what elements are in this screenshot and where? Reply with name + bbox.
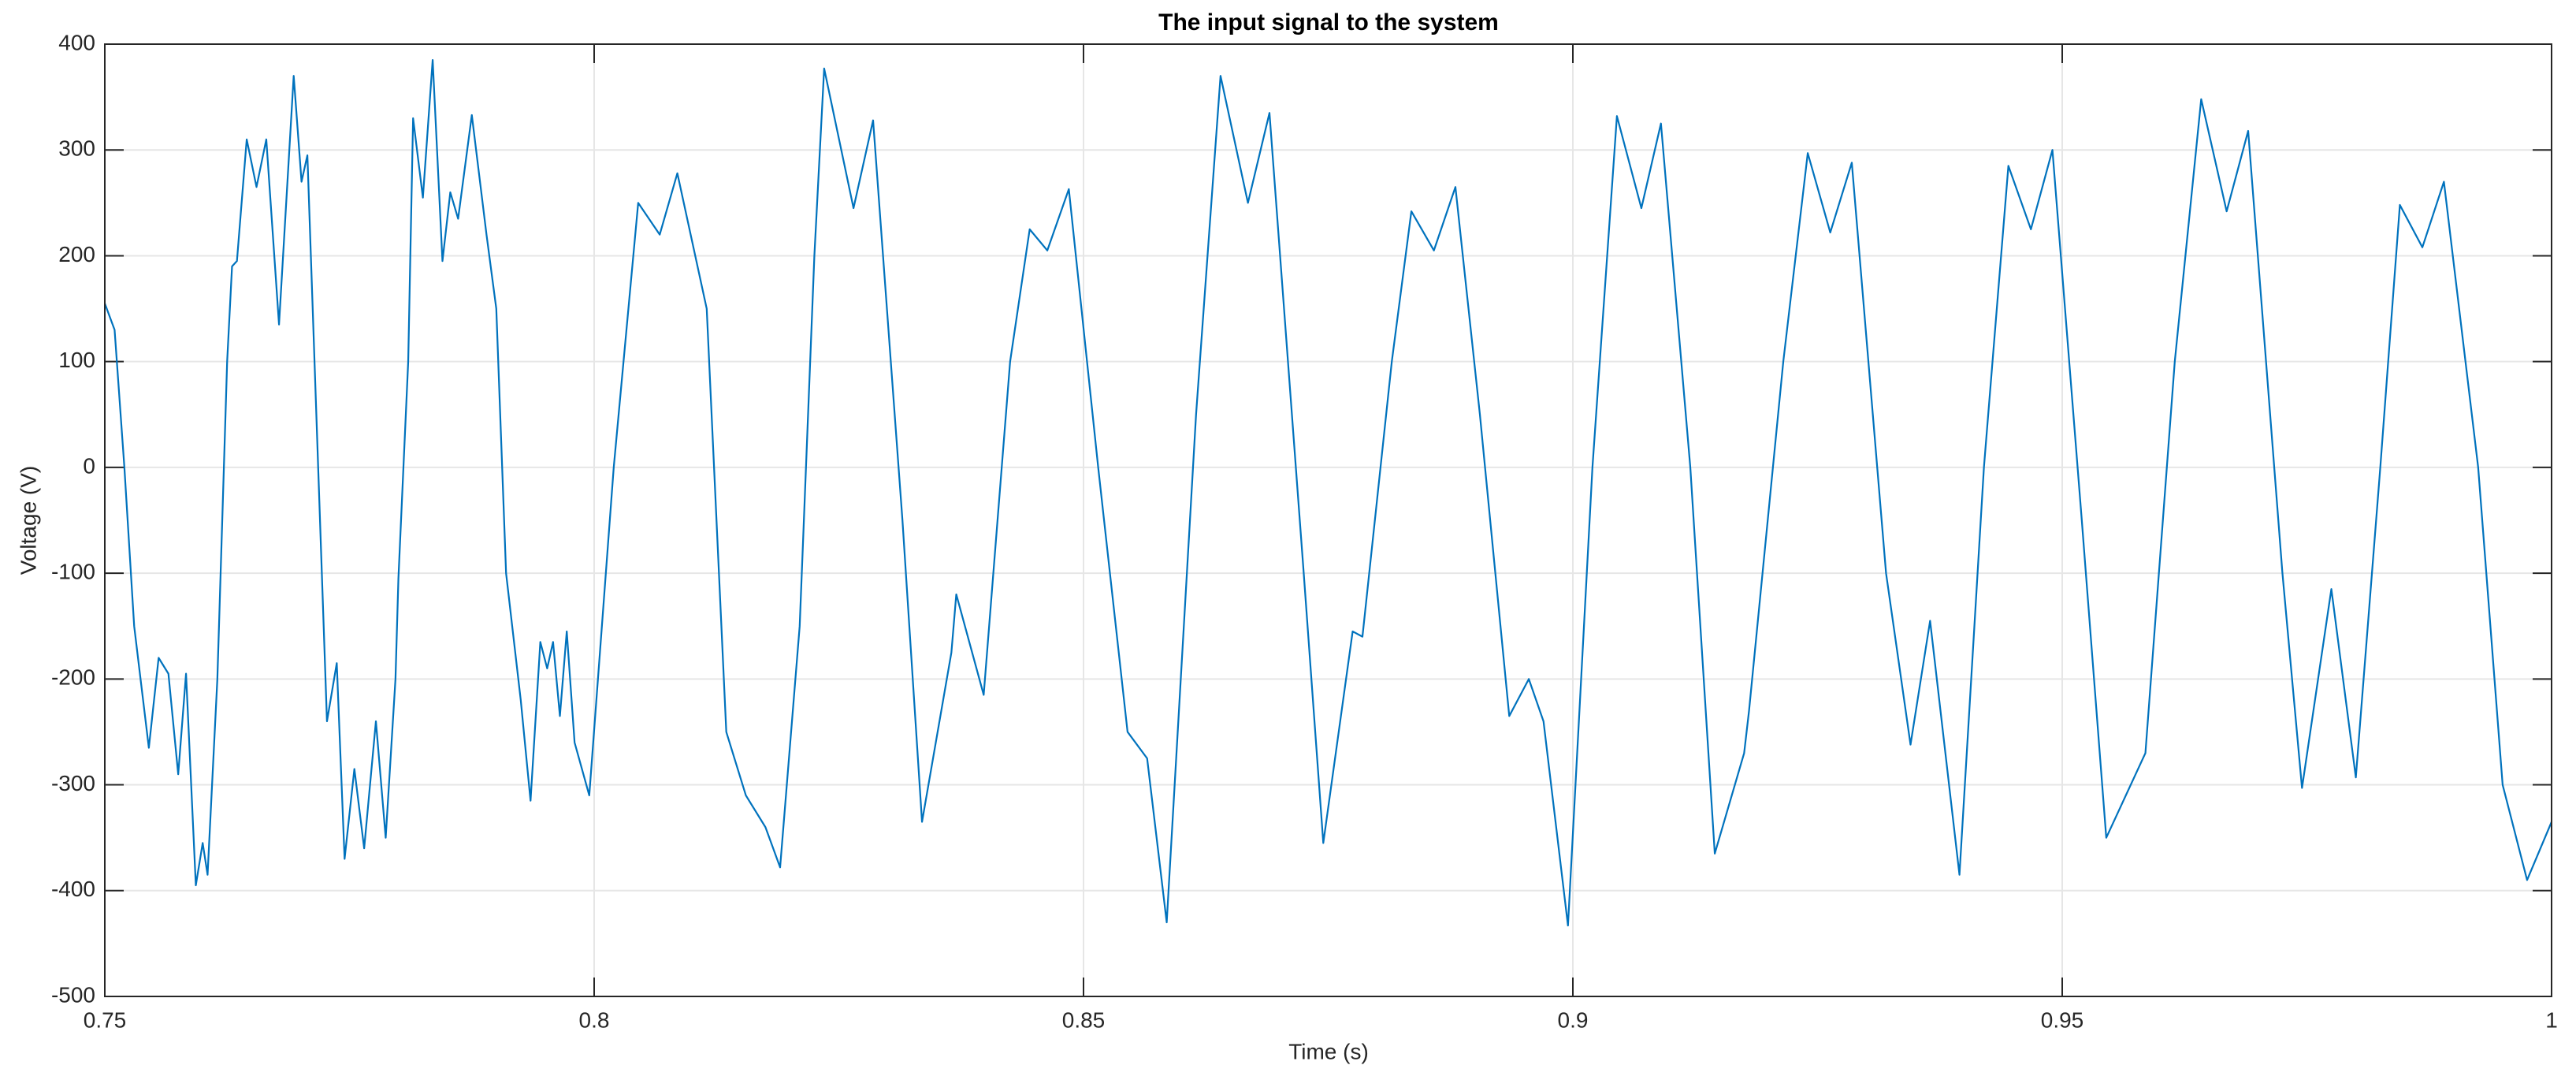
x-tick-label: 1 [2545, 1007, 2558, 1032]
chart-title: The input signal to the system [1158, 9, 1499, 35]
x-tick-label: 0.85 [1062, 1007, 1106, 1032]
x-tick-label: 0.95 [2041, 1007, 2084, 1032]
y-tick-label: 400 [58, 30, 95, 54]
plot-frame [104, 43, 2552, 997]
y-tick-label: -300 [51, 771, 95, 795]
y-tick-label: -200 [51, 665, 95, 690]
y-tick-label: -100 [51, 560, 95, 584]
x-tick-label: 0.8 [579, 1007, 610, 1032]
signal-line [103, 59, 2553, 927]
y-tick-label: -400 [51, 877, 95, 901]
x-axis-label: Time (s) [1288, 1039, 1369, 1063]
y-axis-label: Voltage (V) [16, 466, 40, 575]
y-tick-label: 300 [58, 136, 95, 161]
y-tick-label: 100 [58, 348, 95, 372]
y-tick-label: 200 [58, 242, 95, 266]
y-tick-label: -500 [51, 982, 95, 1007]
y-tick-label: 0 [83, 453, 95, 478]
x-tick-label: 0.75 [84, 1007, 127, 1032]
x-tick-label: 0.9 [1558, 1007, 1589, 1032]
